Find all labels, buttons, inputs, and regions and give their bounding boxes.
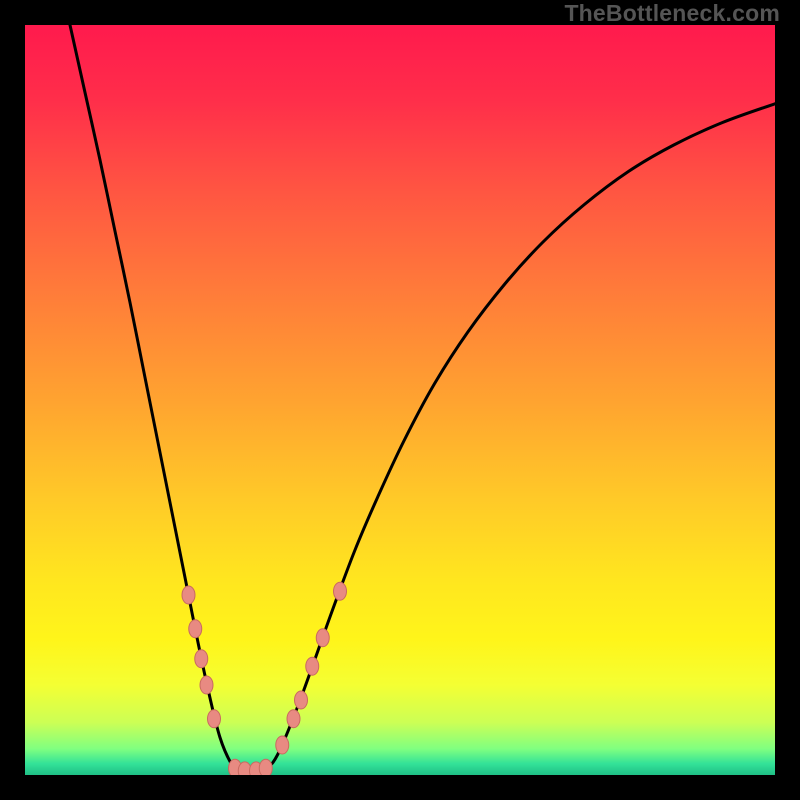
data-marker [200,676,213,694]
data-marker [334,582,347,600]
data-marker [182,586,195,604]
plot-area [25,25,775,775]
data-marker [276,736,289,754]
data-marker [316,629,329,647]
data-marker [259,759,272,775]
data-marker [306,657,319,675]
data-marker [295,691,308,709]
data-marker [287,710,300,728]
gradient-background [25,25,775,775]
data-marker [195,650,208,668]
figure-root: TheBottleneck.com [0,0,800,800]
data-marker [208,710,221,728]
chart-svg [25,25,775,775]
data-marker [189,620,202,638]
watermark-label: TheBottleneck.com [564,0,780,27]
